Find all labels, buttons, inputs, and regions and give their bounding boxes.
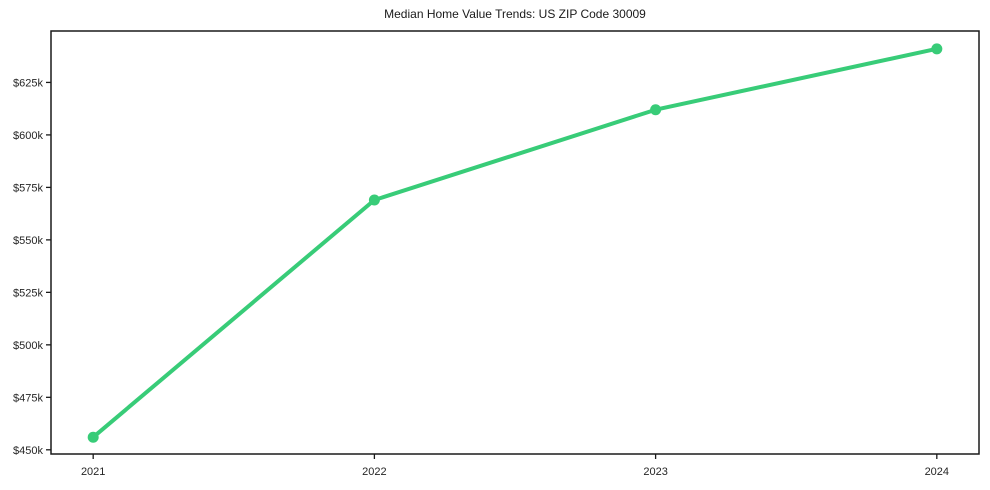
x-tick-label: 2024 — [925, 466, 949, 478]
y-tick-label: $625k — [13, 77, 43, 89]
y-tick-label: $525k — [13, 287, 43, 299]
plot-frame — [50, 30, 980, 455]
y-tick-label: $475k — [13, 392, 43, 404]
y-tick-label: $600k — [13, 130, 43, 142]
x-tick-label: 2021 — [81, 466, 105, 478]
data-point-2024 — [931, 43, 943, 55]
chart-title: Median Home Value Trends: US ZIP Code 30… — [384, 7, 646, 21]
data-point-2021 — [87, 431, 99, 443]
x-tick-label: 2023 — [643, 466, 667, 478]
y-tick-label: $500k — [13, 340, 43, 352]
data-point-2023 — [650, 104, 662, 116]
data-point-2022 — [368, 194, 380, 206]
trend-line — [91, 46, 939, 440]
x-tick-label: 2022 — [362, 466, 386, 478]
y-tick-label: $575k — [13, 182, 43, 194]
y-tick-label: $450k — [13, 445, 43, 457]
y-tick-label: $550k — [13, 235, 43, 247]
